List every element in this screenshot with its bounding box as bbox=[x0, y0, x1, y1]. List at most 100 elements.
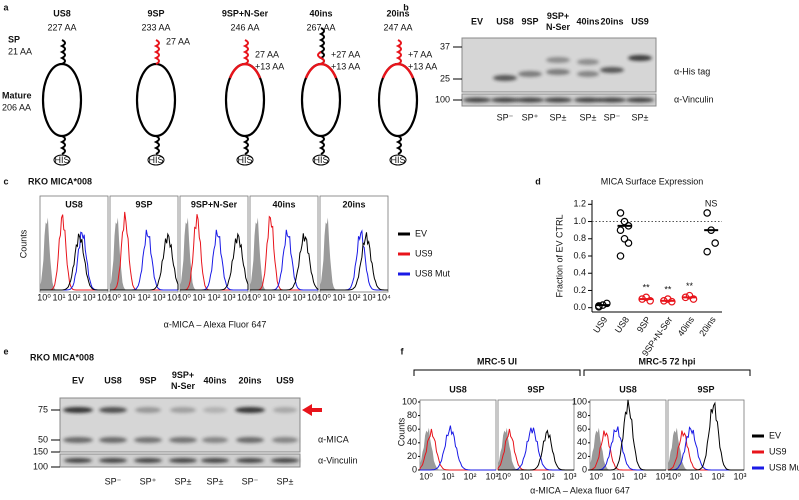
data-point bbox=[620, 234, 629, 243]
sample-label: 9SP bbox=[697, 384, 714, 394]
x-tick-label: 10⁰ bbox=[317, 292, 331, 302]
data-point bbox=[711, 239, 719, 247]
histogram bbox=[110, 232, 179, 291]
x-tick-label: 10⁴ bbox=[237, 292, 251, 302]
lane-label: 40ins bbox=[203, 375, 226, 385]
antibody-label: α-His tag bbox=[674, 66, 710, 76]
x-tick-label: 10² bbox=[711, 471, 724, 481]
lane-label: US8 bbox=[496, 16, 514, 26]
y-tick-label: 0 bbox=[412, 464, 417, 474]
x-tick-label: 10¹ bbox=[122, 292, 135, 302]
band bbox=[202, 437, 228, 443]
x-tick-label: 40ins bbox=[676, 314, 697, 338]
x-tick-label: 10⁰ bbox=[107, 292, 121, 302]
histogram bbox=[40, 217, 108, 290]
x-tick-label: 10² bbox=[463, 471, 476, 481]
mature-length: 206 AA bbox=[2, 102, 31, 112]
marker-label: 100 bbox=[435, 94, 450, 104]
lane-label: US9 bbox=[631, 16, 649, 26]
sp-status: SP± bbox=[175, 476, 192, 486]
panel-label: f bbox=[401, 346, 405, 356]
group-title: MRC-5 72 hpi bbox=[638, 356, 695, 366]
x-tick-label: 10⁴ bbox=[307, 292, 321, 302]
data-point bbox=[616, 226, 625, 234]
x-tick-label: 10¹ bbox=[689, 471, 702, 481]
protein-oval bbox=[135, 62, 177, 138]
y-axis-label: Counts bbox=[18, 229, 28, 258]
x-tick-label: 10¹ bbox=[52, 292, 65, 302]
antibody-label: α-Vinculin bbox=[674, 94, 714, 104]
band bbox=[546, 69, 570, 75]
data-point bbox=[703, 209, 711, 217]
annotation: ** bbox=[686, 281, 694, 291]
y-tick-label: 0.4 bbox=[573, 268, 586, 278]
insert-label: 27 AA bbox=[255, 49, 279, 59]
y-tick-label: 100 bbox=[402, 396, 417, 406]
insert-label: +7 AA bbox=[408, 49, 432, 59]
x-tick-label: 10³ bbox=[82, 292, 95, 302]
data-point bbox=[595, 303, 603, 311]
x-tick-label: 10¹ bbox=[441, 471, 454, 481]
annotation: ** bbox=[643, 283, 651, 293]
y-tick-label: 0 bbox=[582, 464, 587, 474]
insert-label: +13 AA bbox=[255, 61, 284, 71]
sample-label: US8 bbox=[619, 384, 637, 394]
data-point bbox=[624, 239, 633, 247]
insert-arc bbox=[228, 62, 262, 79]
band bbox=[201, 458, 229, 463]
x-tick-label: 10¹ bbox=[519, 471, 532, 481]
x-tick-label: 10³ bbox=[152, 292, 165, 302]
sp-status: SP± bbox=[550, 112, 567, 122]
band bbox=[546, 57, 570, 63]
his-tag bbox=[53, 154, 71, 166]
band bbox=[577, 59, 599, 65]
x-tick-label: 10³ bbox=[362, 292, 375, 302]
construct-name: 20ins bbox=[386, 8, 409, 18]
band bbox=[491, 97, 519, 103]
signal-peptide bbox=[395, 39, 402, 65]
his-label: HIS bbox=[390, 155, 405, 165]
construct-length: 247 AA bbox=[383, 22, 412, 32]
data-point bbox=[616, 252, 625, 260]
group-bracket bbox=[413, 369, 581, 376]
signal-peptide bbox=[242, 39, 249, 65]
data-point bbox=[689, 295, 698, 303]
lane-label: 20ins bbox=[238, 375, 261, 385]
band bbox=[626, 97, 654, 103]
arrow bbox=[302, 404, 322, 416]
group-bracket bbox=[583, 369, 751, 376]
band bbox=[600, 67, 624, 73]
histogram-frame bbox=[319, 195, 389, 293]
band bbox=[235, 407, 265, 413]
x-tick-label: 10¹ bbox=[611, 471, 624, 481]
sp-status: SP⁺ bbox=[140, 476, 157, 486]
sample-label: 9SP+N-Ser bbox=[191, 199, 238, 209]
band bbox=[170, 407, 196, 413]
x-axis-label: α-MICA – Alexa Fluor 647 bbox=[164, 319, 267, 329]
construct-name: 9SP bbox=[147, 8, 164, 18]
legend-label: EV bbox=[415, 228, 427, 238]
panel-title: RKO MICA*008 bbox=[30, 352, 94, 362]
sp-status: SP± bbox=[632, 112, 649, 122]
his-tag bbox=[147, 154, 165, 166]
x-tick-label: 10² bbox=[67, 292, 80, 302]
histogram bbox=[498, 429, 574, 471]
legend-label: EV bbox=[769, 430, 781, 440]
construct-length: 227 AA bbox=[47, 22, 76, 32]
x-tick-label: 10² bbox=[137, 292, 150, 302]
x-tick-label: 10³ bbox=[563, 471, 576, 481]
x-tick-label: 10⁰ bbox=[589, 471, 603, 481]
insert-arc bbox=[304, 62, 338, 79]
lane-label: 9SP+ bbox=[547, 11, 569, 21]
band bbox=[574, 97, 602, 103]
tail bbox=[59, 135, 66, 155]
lane-label: 9SP bbox=[139, 375, 156, 385]
signal-peptide bbox=[153, 39, 160, 65]
histogram bbox=[180, 232, 249, 291]
mature-label: Mature bbox=[2, 90, 32, 100]
x-tick-label: 10³ bbox=[222, 292, 235, 302]
x-tick-label: 20ins bbox=[697, 314, 718, 338]
x-tick-label: 10⁴ bbox=[377, 292, 391, 302]
histogram bbox=[420, 427, 496, 470]
